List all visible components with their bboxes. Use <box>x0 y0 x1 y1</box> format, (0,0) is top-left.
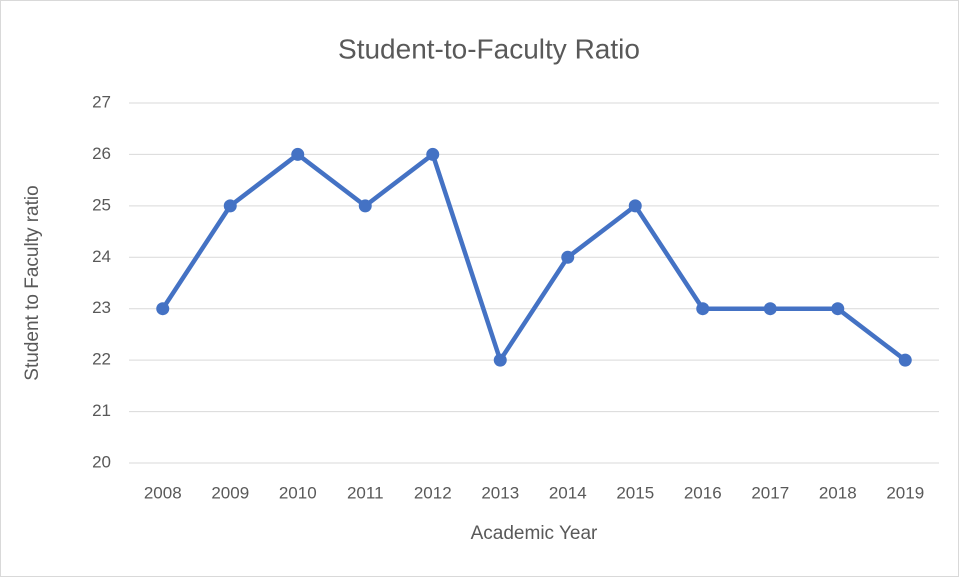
x-tick-label: 2008 <box>144 483 182 502</box>
point <box>628 199 642 213</box>
x-tick-label: 2014 <box>549 483 587 502</box>
point <box>156 302 170 316</box>
point <box>291 147 305 161</box>
point <box>831 302 845 316</box>
point <box>898 353 912 367</box>
point <box>763 302 777 316</box>
x-tick-label: 2012 <box>414 483 452 502</box>
y-tick-label: 23 <box>92 298 111 317</box>
y-tick-label: 26 <box>92 144 111 163</box>
x-tick-label: 2009 <box>211 483 249 502</box>
chart-title: Student-to-Faculty Ratio <box>338 33 640 64</box>
y-tick-label: 20 <box>92 452 111 471</box>
point <box>561 250 575 264</box>
y-axis-title: Student to Faculty ratio <box>22 185 43 380</box>
point <box>358 199 372 213</box>
point <box>493 353 507 367</box>
y-tick-label: 22 <box>92 350 111 369</box>
point <box>696 302 710 316</box>
y-tick-label: 25 <box>92 195 111 214</box>
y-tick-label: 27 <box>92 92 111 111</box>
x-axis-title: Academic Year <box>471 523 598 544</box>
x-tick-label: 2016 <box>684 483 722 502</box>
point <box>426 147 440 161</box>
x-tick-label: 2017 <box>751 483 789 502</box>
point <box>223 199 237 213</box>
y-tick-label: 24 <box>92 247 111 266</box>
x-tick-label: 2019 <box>886 483 924 502</box>
x-tick-label: 2015 <box>616 483 654 502</box>
x-tick-label: 2010 <box>279 483 317 502</box>
line <box>160 152 907 363</box>
x-tick-label: 2013 <box>481 483 519 502</box>
x-tick-label: 2018 <box>819 483 857 502</box>
x-tick-label: 2011 <box>347 483 384 502</box>
y-tick-label: 21 <box>92 401 111 420</box>
